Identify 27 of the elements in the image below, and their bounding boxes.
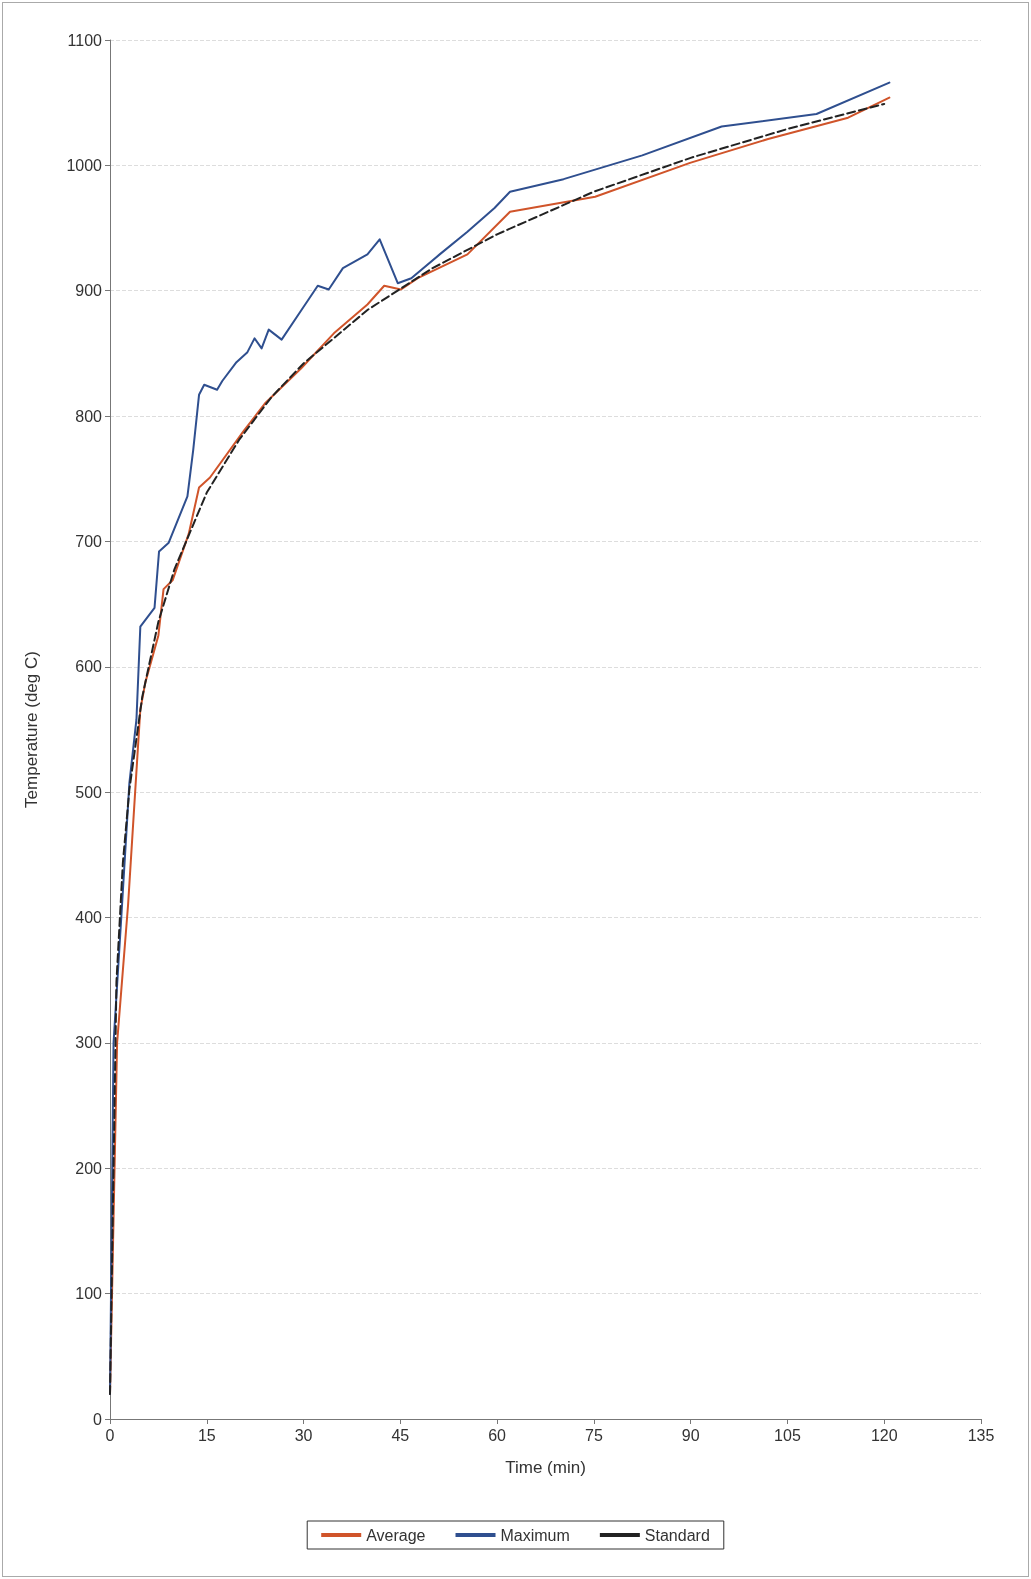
y-tick-label: 700 (75, 532, 103, 550)
y-tick-label: 400 (75, 909, 103, 927)
y-tick-label: 200 (75, 1159, 103, 1177)
y-tick-label: 800 (75, 407, 103, 425)
x-tick-label: 30 (294, 1426, 313, 1444)
y-tick-label: 900 (75, 282, 103, 300)
x-axis-title: Time (min) (505, 1458, 586, 1477)
x-tick-label: 0 (105, 1426, 115, 1444)
x-tick-label: 120 (870, 1426, 898, 1444)
x-tick-label: 15 (197, 1426, 216, 1444)
x-tick-label: 60 (488, 1426, 507, 1444)
x-tick-label: 45 (391, 1426, 410, 1444)
legend-label: Maximum (500, 1526, 570, 1544)
x-tick-label: 105 (774, 1426, 801, 1444)
x-tick-label: 75 (584, 1426, 603, 1444)
x-tick-label: 90 (681, 1426, 700, 1444)
y-tick-label: 0 (93, 1410, 103, 1428)
y-tick-label: 100 (75, 1285, 103, 1303)
y-tick-label: 1000 (66, 156, 103, 174)
y-axis-title: Temperature (deg C) (22, 651, 41, 808)
y-tick-label: 600 (75, 658, 103, 676)
y-tick-label: 1100 (67, 31, 103, 49)
legend-label: Average (366, 1526, 426, 1544)
x-tick-label: 135 (967, 1426, 995, 1444)
y-tick-label: 300 (75, 1034, 103, 1052)
legend-label: Standard (644, 1526, 710, 1544)
y-tick-label: 500 (75, 783, 103, 801)
